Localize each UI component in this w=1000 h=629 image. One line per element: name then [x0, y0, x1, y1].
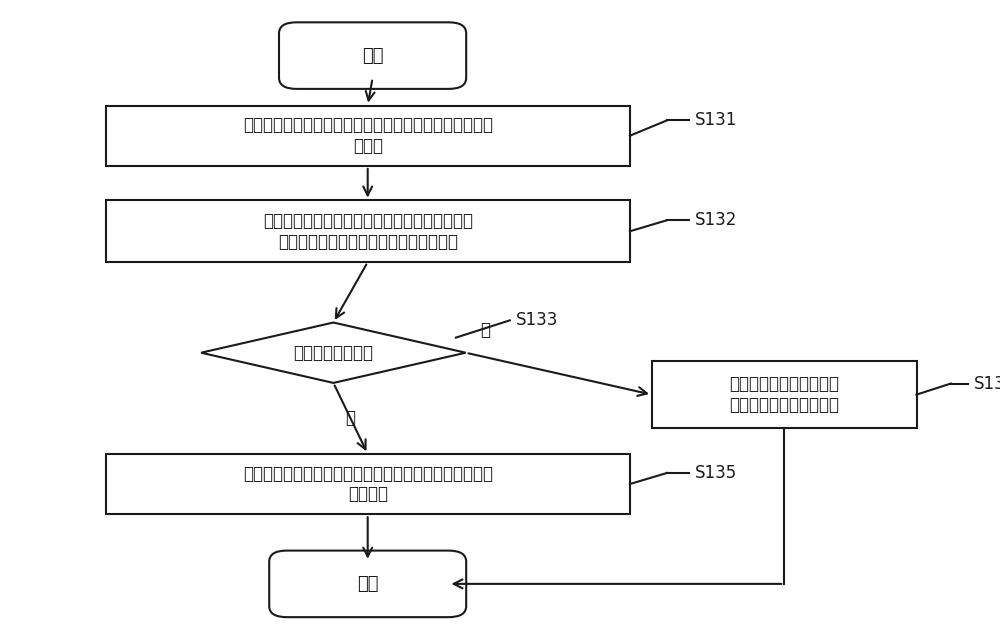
- FancyBboxPatch shape: [279, 22, 466, 89]
- Bar: [106, 201, 630, 262]
- Text: 根据提取的肿瘤区域的面积数据和轮庚数据分别
与人脑肿瘤核磁库内的相关数据进行匹配: 根据提取的肿瘤区域的面积数据和轮庚数据分别 与人脑肿瘤核磁库内的相关数据进行匹配: [263, 212, 473, 251]
- Text: S135: S135: [695, 464, 737, 482]
- Text: 开始: 开始: [362, 47, 383, 65]
- Text: 结束: 结束: [357, 575, 378, 593]
- Text: S134: S134: [974, 374, 1000, 392]
- Text: S132: S132: [695, 211, 737, 229]
- Text: 对上述人脑磁共振肿瘤分
割图像进行手动血管分割: 对上述人脑磁共振肿瘤分 割图像进行手动血管分割: [729, 376, 839, 414]
- Bar: [106, 106, 630, 166]
- Text: 分别提取人脑磁共振肿瘤分割图像肿瘤区域面积数据和轮
庚数据: 分别提取人脑磁共振肿瘤分割图像肿瘤区域面积数据和轮 庚数据: [243, 116, 493, 155]
- Text: 获取对人脑磁共振肿瘤分割图像进行血管分割处理的经验
分割阈値: 获取对人脑磁共振肿瘤分割图像进行血管分割处理的经验 分割阈値: [243, 465, 493, 503]
- Text: 否: 否: [480, 321, 490, 339]
- Text: 是: 是: [345, 409, 355, 427]
- Polygon shape: [201, 323, 466, 383]
- Text: S133: S133: [516, 311, 558, 330]
- Text: 判断是否匹配成功: 判断是否匹配成功: [293, 343, 373, 362]
- Text: S131: S131: [695, 111, 737, 130]
- Bar: [652, 361, 916, 428]
- FancyBboxPatch shape: [269, 550, 466, 617]
- Bar: [106, 454, 630, 515]
